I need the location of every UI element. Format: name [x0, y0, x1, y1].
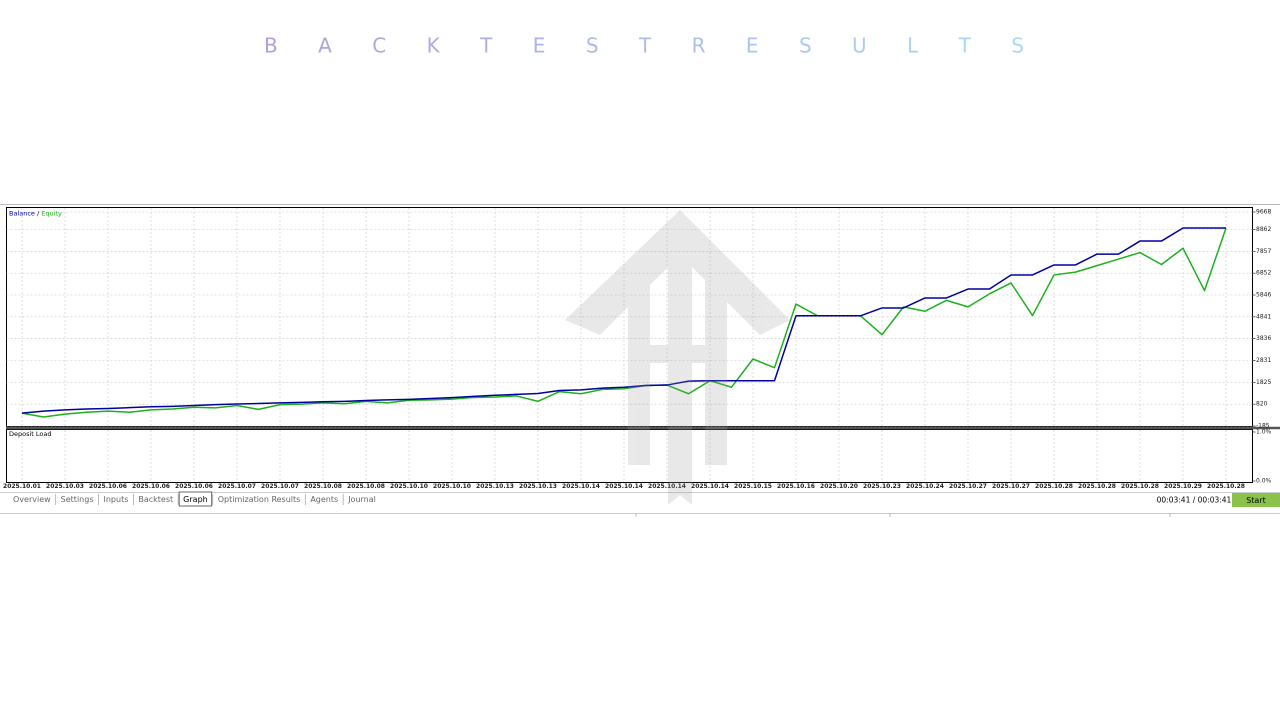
x-tick-label: 2025.10.27: [949, 483, 987, 490]
x-tick-label: 2025.10.28: [1035, 483, 1073, 490]
tab[interactable]: Inputs: [103, 495, 128, 504]
x-tick-label: 2025.10.01: [3, 483, 41, 490]
x-tick-label: 2025.10.06: [132, 483, 170, 490]
x-tick-label: 2025.10.13: [476, 483, 514, 490]
tab[interactable]: Agents: [310, 495, 338, 504]
x-tick-label: 2025.10.10: [433, 483, 471, 490]
tab[interactable]: Backtest: [138, 495, 173, 504]
y-tick-label: 3836: [1256, 335, 1271, 342]
x-tick-label: 2025.10.14: [648, 483, 686, 490]
x-tick-label: 2025.10.27: [992, 483, 1030, 490]
tab[interactable]: Graph: [183, 495, 208, 504]
y-tick-label: 5846: [1256, 292, 1271, 299]
y-tick-label: 0.0%: [1256, 478, 1272, 485]
tab[interactable]: Optimization Results: [218, 495, 301, 504]
y-tick-label: 7857: [1256, 248, 1271, 255]
x-tick-label: 2025.10.03: [46, 483, 84, 490]
x-tick-label: 2025.10.23: [863, 483, 901, 490]
x-tick-label: 2025.10.08: [304, 483, 342, 490]
watermark-logo: [565, 210, 790, 505]
active-tab: [178, 491, 213, 507]
x-tick-label: 2025.10.07: [218, 483, 256, 490]
legend-separator: /: [35, 210, 41, 218]
x-tick-label: 2025.10.16: [777, 483, 815, 490]
tab[interactable]: Journal: [347, 495, 376, 504]
plot: 2025.10.01 2025.10.03 2025.10.06 2025.10.06…: [3, 208, 1272, 490]
timer: 00:03:41 / 00:03:41: [1157, 496, 1232, 505]
x-tick-label: 2025.10.08: [347, 483, 385, 490]
x-tick-label: 2025.10.14: [691, 483, 729, 490]
x-tick-label: 2025.10.14: [562, 483, 600, 490]
page-title: B A C K T E S T R E S U L T S: [264, 34, 1024, 58]
y-tick-label: 4841: [1256, 313, 1271, 320]
start-button[interactable]: [1232, 493, 1280, 507]
x-tick-label: 2025.10.13: [519, 483, 557, 490]
panel-title: Deposit Load: [9, 430, 52, 438]
x-tick-label: 2025.10.29: [1164, 483, 1202, 490]
y-tick-label: -185: [1256, 423, 1270, 430]
y-tick-label: 9668: [1256, 209, 1271, 216]
tab[interactable]: Overview: [13, 495, 51, 504]
y-tick-label: 1825: [1256, 379, 1271, 386]
x-tick-label: 2025.10.15: [734, 483, 772, 490]
x-tick-label: 2025.10.10: [390, 483, 428, 490]
deposit-frame: [6, 429, 1253, 483]
x-tick-label: 2025.10.14: [605, 483, 643, 490]
y-tick-label: 1.0%: [1256, 429, 1272, 436]
x-tick-label: 2025.10.06: [175, 483, 213, 490]
start-button-label[interactable]: Start: [1246, 496, 1266, 505]
legend: Balance / Equity: [9, 210, 62, 218]
x-tick-label: 2025.10.06: [89, 483, 127, 490]
x-tick-label: 2025.10.28: [1078, 483, 1116, 490]
legend-entry: Balance: [9, 210, 35, 218]
y-tick-label: 2831: [1256, 357, 1271, 364]
legend-entry: Equity: [41, 210, 62, 218]
y-tick-label: 820: [1256, 401, 1268, 408]
x-tick-label: 2025.10.24: [906, 483, 944, 490]
y-tick-label: 8862: [1256, 226, 1271, 233]
x-tick-label: 2025.10.28: [1121, 483, 1159, 490]
tab[interactable]: Settings: [61, 495, 94, 504]
series-line: [21, 227, 1227, 418]
x-tick-label: 2025.10.20: [820, 483, 858, 490]
y-tick-label: 6852: [1256, 270, 1271, 277]
x-tick-label: 2025.10.28: [1207, 483, 1245, 490]
series-line: [21, 227, 1226, 414]
x-tick-label: 2025.10.07: [261, 483, 299, 490]
tester-window: [0, 205, 1280, 515]
